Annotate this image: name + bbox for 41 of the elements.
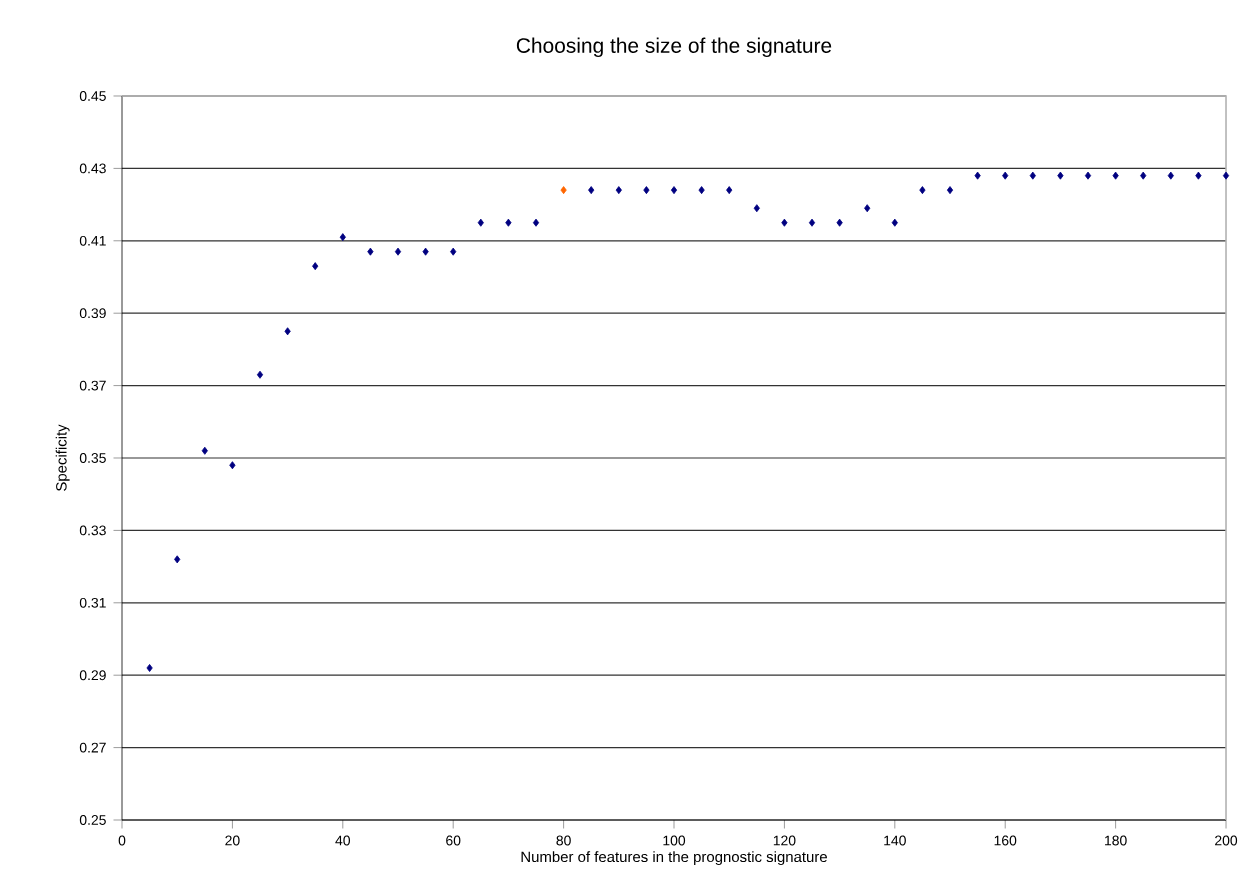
point [1167,171,1174,180]
point [1002,171,1009,180]
point [505,218,512,227]
point [256,370,264,379]
point [477,218,484,227]
point [201,446,208,455]
point [864,204,871,213]
point [1112,171,1119,180]
point [367,247,374,256]
point [174,555,181,564]
point [284,327,291,336]
point [1057,171,1064,180]
point [1084,171,1092,180]
point [698,186,705,195]
point [532,218,540,227]
point [836,218,843,227]
chart-title: Choosing the size of the signature [516,37,832,58]
point [1195,171,1202,180]
point [312,262,319,271]
point [615,186,622,195]
point [394,247,402,256]
point [339,233,346,242]
point [781,218,788,227]
point [422,247,429,256]
point [1029,171,1036,180]
point [946,186,954,195]
point [560,186,567,195]
point [450,247,457,256]
point [753,204,760,213]
point [726,186,733,195]
point [146,663,153,672]
point [1222,171,1230,180]
point [974,171,981,180]
point [670,186,678,195]
point [643,186,650,195]
point [229,461,236,470]
point [919,186,926,195]
point [588,186,595,195]
point [1140,171,1147,180]
point [891,218,898,227]
point [808,218,816,227]
